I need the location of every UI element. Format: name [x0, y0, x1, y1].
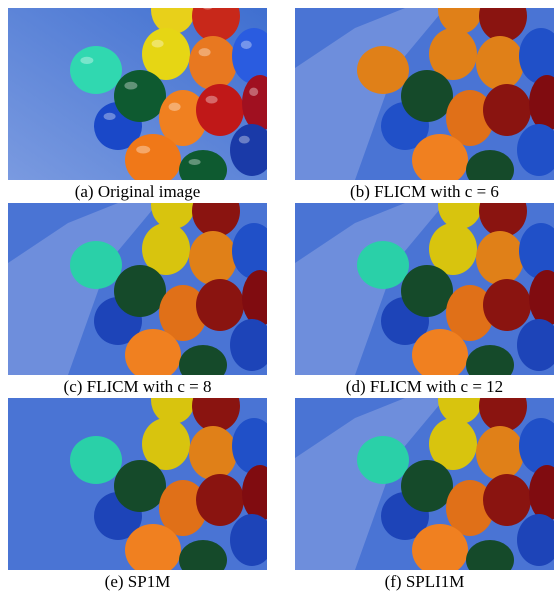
balloon [125, 134, 181, 186]
balloon [412, 524, 468, 576]
balloon [230, 124, 274, 176]
balloon [179, 540, 227, 580]
balloon [476, 231, 524, 285]
balloon [466, 540, 514, 580]
balloon [70, 46, 122, 94]
panel-caption: (b) FLICM with c = 6 [350, 182, 499, 201]
balloon [357, 436, 409, 484]
panel-caption: (c) FLICM with c = 8 [64, 377, 212, 396]
balloon [114, 460, 166, 512]
balloon [242, 75, 278, 131]
balloon [232, 418, 276, 474]
balloon [70, 436, 122, 484]
panel-image [295, 0, 556, 190]
highlight [124, 82, 137, 90]
balloon [483, 84, 531, 136]
balloon [196, 84, 244, 136]
highlight [169, 103, 181, 111]
panel-caption: (a) Original image [75, 182, 201, 201]
balloon [476, 36, 524, 90]
panel-caption: (e) SP1M [105, 572, 171, 591]
balloon [483, 279, 531, 331]
balloon [232, 223, 276, 279]
highlight [160, 0, 171, 4]
highlight [80, 57, 93, 64]
highlight [241, 41, 252, 49]
highlight [104, 113, 116, 120]
balloon [401, 70, 453, 122]
panel-caption: (d) FLICM with c = 12 [346, 377, 503, 396]
highlight [136, 146, 150, 154]
panel-image [8, 181, 278, 385]
figure: (a) Original image (b) FLICM with c = 6 (c… [0, 0, 556, 592]
balloon [196, 279, 244, 331]
panel-image [295, 376, 556, 580]
balloon [230, 514, 274, 566]
highlight [249, 88, 258, 96]
highlight [189, 159, 201, 165]
balloon [114, 70, 166, 122]
balloon [114, 265, 166, 317]
panel-image [295, 181, 556, 385]
highlight [202, 2, 214, 10]
panel-image [8, 0, 278, 190]
balloon [70, 241, 122, 289]
balloon [412, 134, 468, 186]
panel-image [8, 376, 278, 580]
balloon [189, 36, 237, 90]
balloon [189, 426, 237, 480]
balloon [189, 231, 237, 285]
highlight [152, 40, 164, 48]
balloon [401, 460, 453, 512]
balloon [357, 241, 409, 289]
balloon [242, 465, 278, 521]
highlight [199, 48, 211, 56]
balloon [412, 329, 468, 381]
highlight [206, 96, 218, 104]
balloon [483, 474, 531, 526]
balloon [357, 46, 409, 94]
balloon [230, 319, 274, 371]
balloon [476, 426, 524, 480]
balloon [196, 474, 244, 526]
balloon [401, 265, 453, 317]
panel-caption: (f) SPLI1M [385, 572, 465, 591]
balloon [125, 524, 181, 576]
balloon [232, 28, 276, 84]
highlight [239, 136, 250, 144]
balloon [125, 329, 181, 381]
balloon [242, 270, 278, 326]
